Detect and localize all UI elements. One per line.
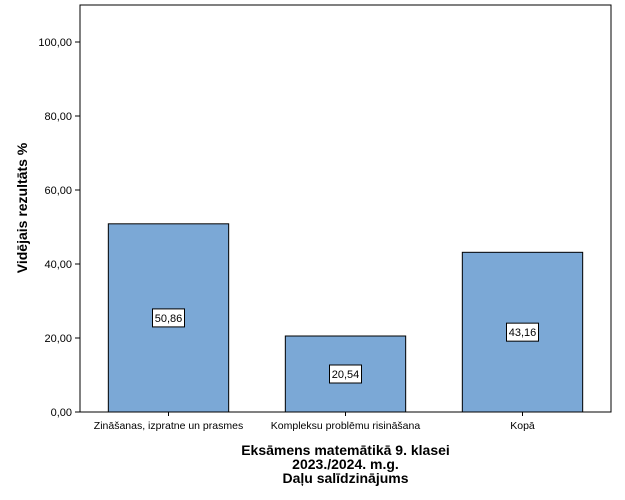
data-label-box <box>329 364 362 384</box>
y-tick-label: 0,00 <box>51 407 72 419</box>
x-tick-label: Kompleksu problēmu risināšana <box>271 420 421 432</box>
y-tick-label: 80,00 <box>44 111 72 123</box>
x-axis-title-line: Daļu salīdzinājums <box>282 470 408 486</box>
data-label-text: 50,86 <box>155 313 183 325</box>
data-label: 50,86 <box>152 308 185 328</box>
data-label-text: 20,54 <box>332 369 360 381</box>
y-tick-label: 60,00 <box>44 185 72 197</box>
data-label-box <box>506 322 539 342</box>
x-axis: Zināšanas, izpratne un prasmes Kompleksu … <box>94 412 535 432</box>
data-label: 20,54 <box>329 364 362 384</box>
x-tick-label: Kopā <box>510 420 535 432</box>
y-tick-label: 20,00 <box>44 333 72 345</box>
data-label-text: 43,16 <box>509 327 537 339</box>
x-axis-title: Eksāmens matemātikā 9. klasei2023./2024.… <box>241 442 450 486</box>
y-axis-label: Vidējais rezultāts % <box>14 142 30 273</box>
x-tick-label: Zināšanas, izpratne un prasmes <box>94 420 243 432</box>
data-labels-group: 50,86 20,54 43,16 <box>152 308 539 384</box>
y-tick-label: 40,00 <box>44 259 72 271</box>
data-label: 43,16 <box>506 322 539 342</box>
data-label-box <box>152 308 185 328</box>
x-axis-title-line: 2023./2024. m.g. <box>292 456 399 472</box>
y-tick-label: 100,00 <box>38 37 72 49</box>
y-axis: 0,00 20,00 40,00 60,00 80,00 100,00 <box>38 37 80 419</box>
x-axis-title-line: Eksāmens matemātikā 9. klasei <box>241 442 450 458</box>
